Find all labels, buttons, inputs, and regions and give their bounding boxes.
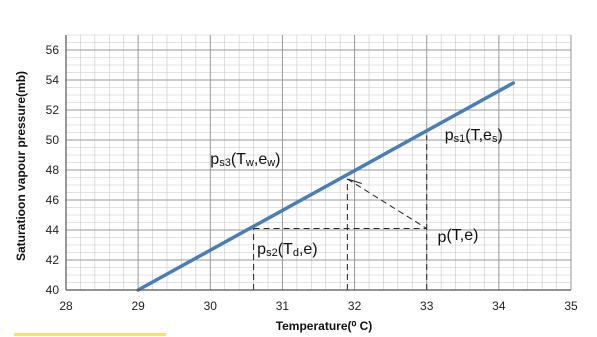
annotation-label: ps3(Tw,ew) (210, 151, 280, 169)
y-tick-label: 42 (46, 253, 60, 267)
x-axis-title: Temperature(⁰ C) (276, 319, 373, 333)
series-line (136, 81, 516, 292)
guide-line (347, 178, 362, 184)
x-tick-label: 34 (492, 299, 506, 313)
x-tick-label: 28 (59, 299, 73, 313)
y-tick-label: 44 (46, 223, 60, 237)
annotation-label: ps1(T,es) (445, 127, 503, 145)
y-tick-label: 50 (46, 133, 60, 147)
y-tick-label: 46 (46, 193, 60, 207)
y-tick-label: 52 (46, 103, 60, 117)
x-tick-label: 32 (348, 299, 362, 313)
y-axis-title: Saturatioon vapour pressure(mb) (14, 71, 28, 261)
guide-line (347, 178, 427, 229)
x-tick-label: 33 (420, 299, 434, 313)
x-tick-label: 29 (131, 299, 145, 313)
x-tick-label: 30 (204, 299, 218, 313)
y-tick-label: 40 (46, 283, 60, 297)
y-tick-label: 48 (46, 163, 60, 177)
annotation-label: ps2(Td,e) (257, 241, 317, 259)
y-tick-label: 54 (46, 73, 60, 87)
annotations: ps3(Tw,ew) ps1(T,es) ps2(Td,e) p(T,e) (210, 127, 502, 259)
highlight-strip (14, 333, 166, 336)
x-tick-label: 35 (564, 299, 578, 313)
x-tick-label: 31 (276, 299, 290, 313)
annotation-label: p(T,e) (438, 227, 479, 246)
series (136, 81, 516, 292)
grid (65, 34, 572, 291)
tick-labels: 28 29 30 31 32 33 34 35 40 42 44 46 48 50 52 54 56 (46, 43, 578, 313)
y-tick-label: 56 (46, 43, 60, 57)
axes (65, 35, 571, 291)
guide-lines (253, 135, 428, 290)
